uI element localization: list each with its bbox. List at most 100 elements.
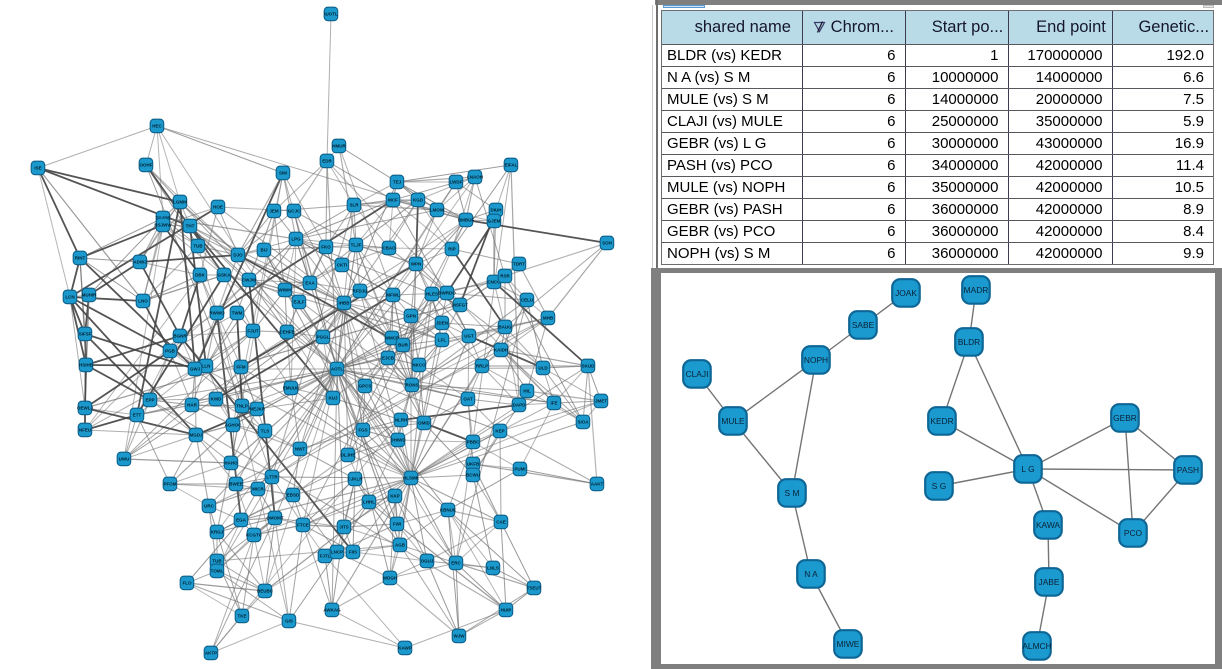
svg-text:SIOA: SIOA	[577, 420, 589, 425]
svg-text:EPP: EPP	[145, 398, 154, 403]
svg-text:LPG: LPG	[291, 237, 301, 242]
svg-text:L G: L G	[1021, 464, 1034, 474]
svg-text:GSKA: GSKA	[217, 273, 231, 278]
svg-text:HUIP: HUIP	[501, 608, 512, 613]
svg-text:BLDR: BLDR	[958, 337, 980, 347]
svg-text:SABE: SABE	[852, 320, 875, 330]
svg-text:TSEUT: TSEUT	[527, 586, 542, 591]
svg-text:HLSMK: HLSMK	[403, 476, 420, 481]
svg-text:MULE: MULE	[721, 416, 745, 426]
svg-text:EDR: EDR	[322, 159, 332, 164]
svg-text:JABE: JABE	[1039, 577, 1060, 587]
svg-text:AWKAG: AWKAG	[323, 608, 341, 613]
svg-text:SOH: SOH	[602, 241, 612, 246]
svg-text:PGGL: PGGL	[317, 335, 330, 340]
svg-text:UGT: UGT	[464, 334, 474, 339]
svg-text:LNLS: LNLS	[487, 566, 499, 571]
svg-text:CWJW: CWJW	[242, 278, 257, 283]
svg-text:AGHOC: AGHOC	[225, 423, 243, 428]
svg-text:PUMI: PUMI	[514, 467, 525, 472]
svg-text:OOHF: OOHF	[140, 163, 153, 168]
svg-text:HAHO: HAHO	[224, 461, 238, 466]
svg-text:ALMCH: ALMCH	[1022, 641, 1051, 651]
svg-text:BCWU: BCWU	[466, 473, 480, 478]
svg-text:TWM: TWM	[232, 311, 243, 316]
svg-text:WMCB: WMCB	[385, 336, 400, 341]
svg-text:TUB: TUB	[212, 559, 222, 564]
svg-text:KKP: KKP	[390, 494, 400, 499]
svg-text:WDGH: WDGH	[383, 576, 397, 581]
svg-text:LFL: LFL	[438, 338, 446, 343]
svg-text:TEJ: TEJ	[393, 180, 402, 185]
svg-text:RINT: RINT	[75, 256, 86, 261]
svg-text:S M: S M	[785, 488, 800, 498]
svg-text:GCJC: GCJC	[288, 209, 301, 214]
svg-text:FWI: FWI	[393, 522, 401, 527]
svg-text:DWRDO: DWRDO	[438, 291, 456, 296]
svg-text:N A: N A	[804, 569, 818, 579]
svg-text:NOPH: NOPH	[804, 355, 828, 365]
svg-text:RRLP: RRLP	[476, 364, 488, 369]
svg-text:OGUJ: OGUJ	[421, 559, 434, 564]
svg-text:BUR: BUR	[398, 343, 408, 348]
svg-text:WJW: WJW	[454, 634, 466, 639]
svg-text:LGMM: LGMM	[173, 200, 187, 205]
svg-text:AKTP: AKTP	[205, 651, 217, 656]
svg-text:HOE: HOE	[213, 205, 223, 210]
svg-text:EJLF: EJLF	[293, 300, 304, 305]
svg-text:MSFGT: MSFGT	[452, 303, 468, 308]
svg-text:BEUBC: BEUBC	[257, 589, 274, 594]
svg-text:HLES: HLES	[426, 292, 438, 297]
svg-text:OMID: OMID	[418, 421, 430, 426]
svg-text:DLJHE: DLJHE	[341, 453, 356, 458]
svg-text:UWU: UWU	[119, 457, 130, 462]
svg-text:TOML: TOML	[211, 569, 224, 574]
svg-text:OMOMT: OMOMT	[266, 516, 283, 521]
svg-text:TNLP: TNLP	[236, 404, 248, 409]
svg-text:ETT: ETT	[133, 413, 142, 418]
svg-text:HMUR: HMUR	[332, 144, 346, 149]
svg-text:BMBUF: BMBUF	[458, 218, 474, 223]
svg-text:IFE: IFE	[550, 401, 557, 406]
svg-text:PASH: PASH	[1177, 465, 1199, 475]
svg-text:RFDJU: RFDJU	[352, 289, 367, 294]
svg-text:SIFSF: SIFSF	[79, 332, 92, 337]
svg-text:BWEE: BWEE	[229, 482, 243, 487]
svg-text:LCN: LCN	[65, 295, 74, 300]
svg-text:DHIWD: DHIWD	[390, 438, 406, 443]
svg-text:KBNUK: KBNUK	[440, 508, 457, 513]
svg-text:TUB: TUB	[193, 244, 203, 249]
svg-text:CNCO: CNCO	[487, 280, 501, 285]
svg-text:BAUG: BAUG	[498, 325, 512, 330]
svg-text:EAA: EAA	[305, 281, 315, 286]
svg-text:PGB: PGB	[165, 349, 176, 354]
svg-text:LLN: LLN	[202, 364, 211, 369]
svg-text:ULD: ULD	[538, 366, 548, 371]
svg-text:KEP: KEP	[495, 429, 504, 434]
svg-text:KGD: KGD	[413, 198, 424, 203]
svg-text:CJKLR: CJKLR	[347, 477, 363, 482]
svg-text:CBAO: CBAO	[382, 246, 396, 251]
svg-text:DBK: DBK	[195, 273, 205, 278]
svg-text:RONS: RONS	[405, 383, 418, 388]
svg-text:OEWLJ: OEWLJ	[77, 406, 93, 411]
svg-text:HEC: HEC	[152, 124, 162, 129]
svg-text:AOTL: AOTL	[331, 367, 343, 372]
svg-text:FJUT: FJUT	[247, 329, 259, 334]
svg-text:HAR: HAR	[187, 403, 197, 408]
svg-text:JDEN: JDEN	[436, 321, 448, 326]
svg-text:JMET: JMET	[595, 399, 607, 404]
svg-text:CELU: CELU	[521, 298, 533, 303]
svg-text:ADWJ: ADWJ	[133, 260, 147, 265]
svg-text:DIUH: DIUH	[491, 208, 502, 213]
svg-text:NLRH: NLRH	[395, 418, 408, 423]
svg-text:KAIDH: KAIDH	[494, 348, 508, 353]
svg-text:CAE: CAE	[496, 520, 506, 525]
svg-text:FKO: FKO	[321, 245, 331, 250]
svg-text:JITS: JITS	[339, 525, 349, 530]
svg-text:SLR: SLR	[350, 203, 360, 208]
svg-text:THT: THT	[186, 224, 195, 229]
svg-text:LTTR: LTTR	[266, 475, 278, 480]
svg-text:DJO: DJO	[233, 253, 243, 258]
svg-text:TLJF: TLJF	[351, 243, 362, 248]
